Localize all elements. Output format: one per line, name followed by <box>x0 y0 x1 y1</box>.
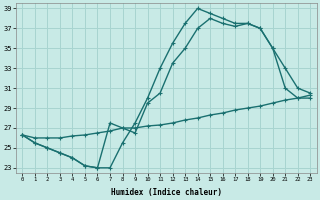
X-axis label: Humidex (Indice chaleur): Humidex (Indice chaleur) <box>111 188 222 197</box>
